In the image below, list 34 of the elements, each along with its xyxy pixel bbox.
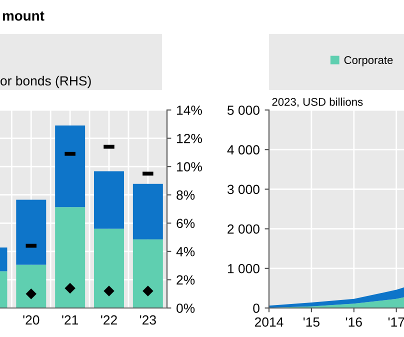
bar — [55, 207, 86, 308]
bar — [94, 228, 124, 308]
y-tick-label: 6% — [176, 218, 195, 228]
x-tick-label: '22 — [101, 315, 117, 325]
x-tick-label: '21 — [62, 315, 78, 325]
y-tick-label: 1 000 — [228, 264, 260, 274]
y-tick-label: 0% — [176, 304, 195, 313]
y-tick-label: 14% — [177, 106, 202, 115]
bar — [132, 239, 163, 308]
bar — [132, 184, 163, 240]
x-tick-label: 2014 — [254, 317, 284, 327]
x-tick-label: '23 — [140, 315, 156, 325]
bar — [16, 200, 46, 265]
x-tick-label: '16 — [346, 317, 362, 327]
y-tick-label: 4% — [176, 247, 195, 256]
chart-title: mount — [2, 12, 44, 21]
y-tick-label: 2% — [176, 275, 195, 285]
y-tick-label: 3 000 — [227, 184, 260, 194]
x-tick-label: '17 — [388, 318, 404, 327]
bar — [16, 264, 46, 308]
y-tick-label: 2 000 — [228, 224, 260, 234]
y-tick-label: 0 — [253, 304, 260, 313]
y-tick-label: 12% — [177, 134, 202, 144]
y-tick-label: 8% — [176, 190, 195, 200]
bar — [94, 171, 124, 229]
text: or bonds (RHS) — [0, 76, 91, 88]
y-tick-label: 10% — [177, 162, 202, 172]
y-tick-label: 4 000 — [227, 145, 260, 155]
x-tick-label: '15 — [304, 318, 320, 327]
chart-subtitle: 2023, USD billions — [272, 98, 363, 108]
x-tick-label: '20 — [23, 315, 40, 325]
legend-label: Corporate — [344, 56, 393, 66]
bar — [55, 126, 86, 208]
y-tick-label: 5 000 — [227, 106, 260, 115]
